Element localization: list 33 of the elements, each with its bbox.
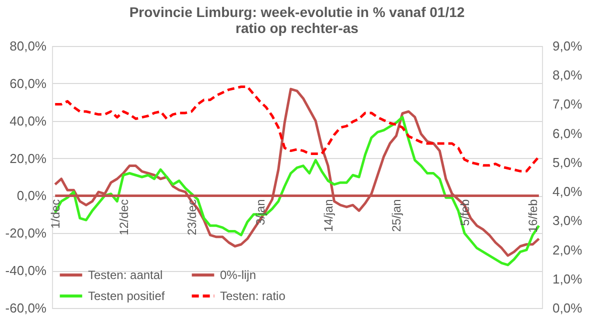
x-tick-label: 23/dec (185, 199, 200, 236)
x-tick-label: 14/jan (322, 199, 336, 232)
line-series (54, 86, 540, 172)
y2-tick-label: 9,0% (552, 38, 583, 54)
x-tick-label: 25/jan (390, 199, 404, 232)
x-tick-label: 12/dec (116, 199, 131, 236)
y2-tick-label: 8,0% (552, 68, 583, 83)
legend-label: Testen: ratio (220, 289, 286, 303)
y2-tick-label: 1,0% (552, 271, 583, 286)
x-tick-label: 5/feb (458, 198, 472, 226)
y-tick-label: -60,0% (5, 300, 47, 316)
y2-tick-label: 6,0% (552, 126, 583, 141)
y2-tick-label: 7,0% (552, 96, 583, 112)
y-tick-label: 20,0% (10, 150, 47, 166)
y-tick-label: -40,0% (5, 263, 47, 278)
x-tick-label: 16/feb (526, 198, 540, 233)
legend-label: 0%-lijn (220, 268, 256, 282)
y-tick-label: 40,0% (10, 113, 47, 128)
y2-tick-label: 0,0% (552, 300, 583, 316)
y-tick-label: 60,0% (10, 76, 47, 91)
y-tick-label: -20,0% (5, 226, 47, 241)
legend-label: Testen: aantal (88, 268, 163, 282)
x-tick-label: 3/jan (253, 199, 268, 226)
y-tick-label: 0,0% (16, 188, 47, 204)
y2-tick-label: 3,0% (552, 213, 583, 228)
legend-label: Testen positief (88, 289, 166, 303)
y2-tick-label: 4,0% (552, 184, 583, 200)
chart-subtitle: ratio op rechter-as (236, 20, 359, 36)
y2-tick-label: 2,0% (552, 242, 583, 258)
x-tick-label: 1/dec (48, 199, 63, 229)
y-tick-label: 80,0% (10, 38, 47, 54)
y2-tick-label: 5,0% (552, 154, 583, 170)
chart-title: Provincie Limburg: week-evolutie in % vanaf 01/12 (129, 4, 465, 20)
